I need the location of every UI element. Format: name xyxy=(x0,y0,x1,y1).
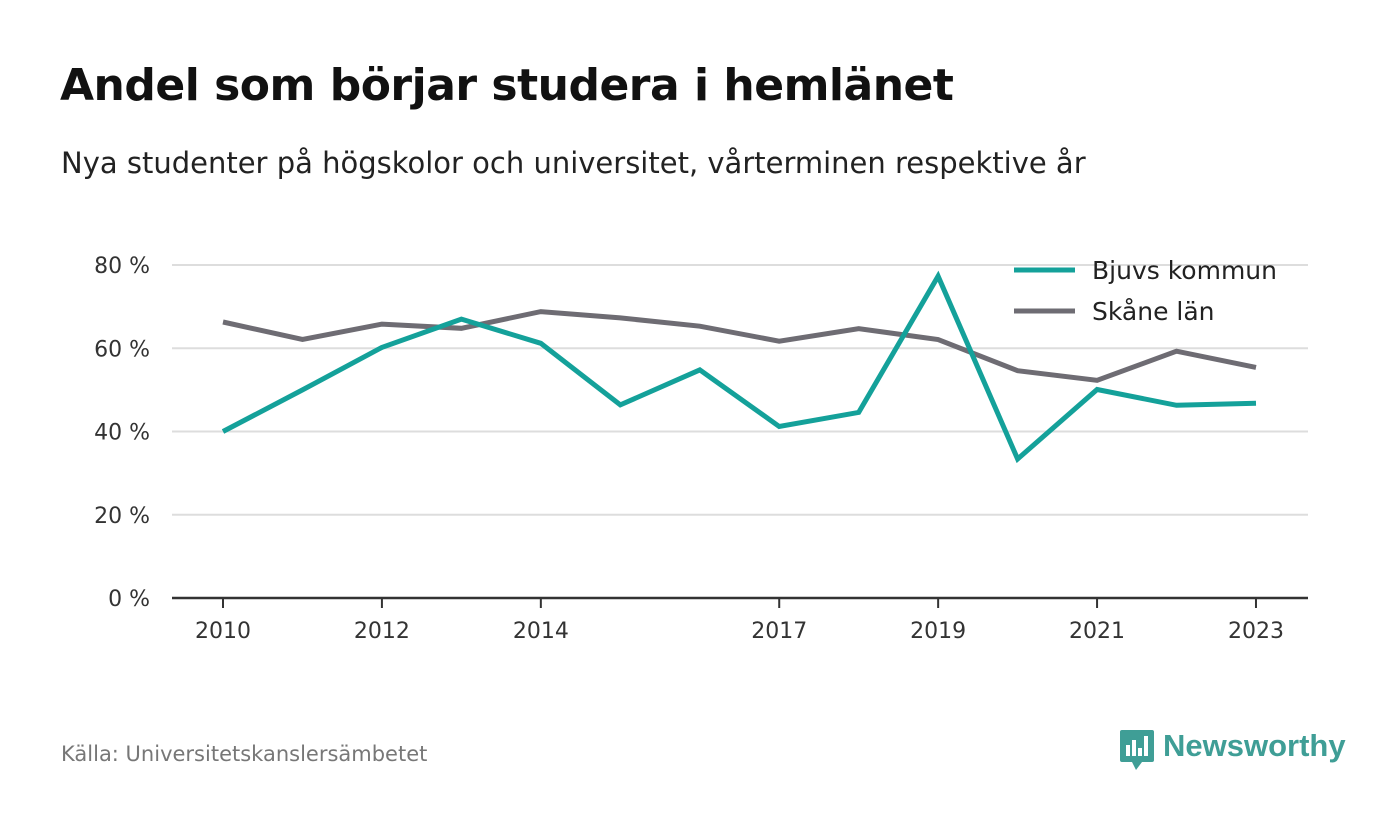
x-tick-label: 2012 xyxy=(354,619,410,644)
brand-logo: Newsworthy xyxy=(1119,728,1346,772)
legend-label-bjuvs: Bjuvs kommun xyxy=(1092,256,1277,285)
y-tick-label: 20 % xyxy=(94,504,150,529)
chart-title: Andel som börjar studera i hemlänet xyxy=(60,60,954,111)
brand-name: Newsworthy xyxy=(1163,728,1346,763)
series-lines xyxy=(221,270,1257,464)
x-tick-label: 2017 xyxy=(751,619,807,644)
y-tick-label: 60 % xyxy=(94,337,150,362)
series-line-skane xyxy=(222,309,1257,383)
newsworthy-logo-icon xyxy=(1120,730,1154,770)
legend: Bjuvs kommun Skåne län xyxy=(1014,256,1277,326)
series-line-bjuvs xyxy=(221,270,1257,464)
source-note: Källa: Universitetskanslersämbetet xyxy=(61,742,428,766)
x-tick-label: 2019 xyxy=(910,619,966,644)
x-tick-label: 2023 xyxy=(1228,619,1284,644)
gridlines xyxy=(172,264,1308,516)
y-tick-label: 80 % xyxy=(94,254,150,279)
line-chart: 0 % 20 % 40 % 60 % 80 % 2010 2012 2014 2017 2019 2… xyxy=(94,254,1308,644)
legend-label-skane: Skåne län xyxy=(1092,297,1215,326)
x-tick-label: 2014 xyxy=(513,619,569,644)
chart-subtitle: Nya studenter på högskolor och universit… xyxy=(61,146,1086,180)
x-tick-label: 2010 xyxy=(195,619,251,644)
y-tick-label: 40 % xyxy=(94,421,150,446)
axes: 0 % 20 % 40 % 60 % 80 % 2010 2012 2014 2017 2019 2… xyxy=(94,254,1308,644)
y-tick-label: 0 % xyxy=(108,587,150,612)
x-tick-label: 2021 xyxy=(1069,619,1125,644)
